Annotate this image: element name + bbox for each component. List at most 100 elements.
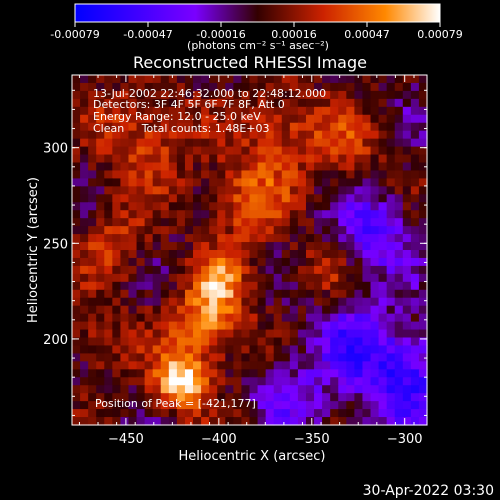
heatmap-cell xyxy=(257,154,267,164)
heatmap-cell xyxy=(370,162,380,172)
heatmap-cell xyxy=(305,289,315,299)
heatmap-cell xyxy=(176,114,186,124)
heatmap-cell xyxy=(72,218,81,227)
heatmap-cell xyxy=(168,146,178,156)
heatmap-cell xyxy=(338,385,347,394)
heatmap-cell xyxy=(281,289,291,299)
heatmap-cell xyxy=(394,393,404,402)
heatmap-cell xyxy=(314,226,323,235)
heatmap-cell xyxy=(257,106,267,116)
heatmap-cell xyxy=(80,210,89,219)
heatmap-cell xyxy=(257,297,267,307)
heatmap-cell xyxy=(112,321,122,331)
heatmap-cell xyxy=(72,409,81,418)
heatmap-cell xyxy=(281,234,291,243)
heatmap-cell xyxy=(297,417,307,426)
heatmap-cell xyxy=(322,146,331,156)
heatmap-cell xyxy=(265,361,275,370)
heatmap-cell xyxy=(136,361,146,370)
heatmap-cell xyxy=(128,273,138,283)
heatmap-cell xyxy=(314,297,323,307)
heatmap-cell xyxy=(362,226,372,235)
heatmap-cell xyxy=(152,178,162,187)
heatmap-cell xyxy=(297,202,307,211)
heatmap-cell xyxy=(346,82,355,92)
heatmap-cell xyxy=(112,353,122,362)
heatmap-cell xyxy=(112,289,122,299)
heatmap-cell xyxy=(281,242,291,251)
heatmap-cell xyxy=(305,329,315,339)
heatmap-cell xyxy=(80,281,89,291)
heatmap-cell xyxy=(209,218,218,227)
heatmap-cell xyxy=(88,417,97,426)
heatmap-cell xyxy=(338,194,347,203)
heatmap-cell xyxy=(193,218,202,227)
heatmap-cell xyxy=(330,369,339,378)
heatmap-cell xyxy=(249,130,259,140)
heatmap-cell xyxy=(136,385,146,394)
heatmap-cell xyxy=(217,130,226,140)
heatmap-cell xyxy=(289,75,299,84)
heatmap-cell xyxy=(88,98,97,108)
heatmap-cell xyxy=(338,417,347,426)
heatmap-cell xyxy=(346,130,355,140)
heatmap-cell xyxy=(410,321,420,331)
heatmap-cell xyxy=(338,273,347,283)
heatmap-cell xyxy=(394,138,404,148)
heatmap-cell xyxy=(144,409,154,418)
heatmap-cell xyxy=(370,218,380,227)
heatmap-cell xyxy=(96,289,105,299)
heatmap-cell xyxy=(241,218,251,227)
heatmap-cell xyxy=(346,337,355,347)
heatmap-cell xyxy=(152,154,162,164)
heatmap-cell xyxy=(184,337,194,347)
heatmap-cell xyxy=(305,234,315,243)
heatmap-cell xyxy=(233,265,243,275)
heatmap-cell xyxy=(297,154,307,164)
heatmap-cell xyxy=(120,226,130,235)
heatmap-cell xyxy=(128,345,138,354)
heatmap-cell xyxy=(184,281,194,291)
heatmap-cell xyxy=(184,138,194,148)
heatmap-cell xyxy=(128,90,138,100)
heatmap-cell xyxy=(265,170,275,179)
heatmap-cell xyxy=(418,90,428,100)
heatmap-cell xyxy=(120,265,130,275)
heatmap-cell xyxy=(273,305,283,315)
heatmap-cell xyxy=(257,210,267,219)
heatmap-cell xyxy=(402,114,412,124)
heatmap-cell xyxy=(410,154,420,164)
heatmap-cell xyxy=(144,297,154,307)
heatmap-cell xyxy=(314,114,323,124)
heatmap-cell xyxy=(257,130,267,140)
heatmap-cell xyxy=(273,417,283,426)
heatmap-cell xyxy=(338,401,347,410)
heatmap-cell xyxy=(378,321,388,331)
heatmap-cell xyxy=(354,273,364,283)
heatmap-cell xyxy=(201,226,210,235)
heatmap-cell xyxy=(96,401,105,410)
heatmap-cell xyxy=(257,218,267,227)
heatmap-cell xyxy=(257,170,267,179)
heatmap-cell xyxy=(112,337,122,347)
heatmap-cell xyxy=(378,194,388,203)
heatmap-cell xyxy=(354,194,364,203)
heatmap-cell xyxy=(217,417,226,426)
heatmap-cell xyxy=(289,385,299,394)
heatmap-cell xyxy=(418,250,428,259)
heatmap-cell xyxy=(330,130,339,140)
heatmap-cell xyxy=(338,226,347,235)
heatmap-cell xyxy=(184,226,194,235)
heatmap-cell xyxy=(305,82,315,92)
heatmap-cell xyxy=(281,313,291,323)
heatmap-cell xyxy=(128,313,138,323)
heatmap-cell xyxy=(96,361,105,370)
heatmap-cell xyxy=(314,194,323,203)
heatmap-cell xyxy=(305,130,315,140)
heatmap-cell xyxy=(386,281,396,291)
heatmap-cell xyxy=(249,417,259,426)
heatmap-cell xyxy=(249,218,259,227)
heatmap-cell xyxy=(330,250,339,259)
heatmap-cell xyxy=(217,138,226,148)
heatmap-cell xyxy=(297,234,307,243)
